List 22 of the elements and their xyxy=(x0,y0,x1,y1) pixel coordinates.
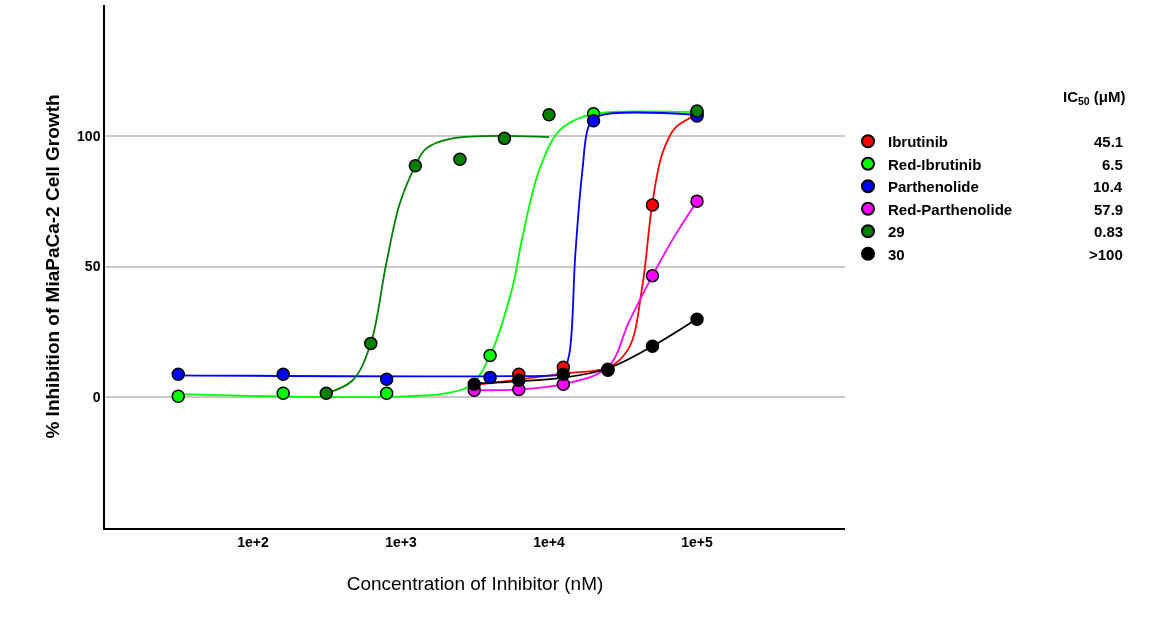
x-tick-label: 1e+2 xyxy=(237,533,269,550)
y-tick-label: 0 xyxy=(92,389,101,406)
text: 45.1 xyxy=(1094,133,1124,150)
legend-title: IC$_{50}$ (μM) xyxy=(1063,88,1126,108)
legend-label: Parthenolide xyxy=(888,178,979,196)
legend-label: Ibrutinib xyxy=(888,133,948,151)
text: 0.83 xyxy=(1094,223,1124,240)
text: 57.9 xyxy=(1094,201,1124,218)
x-tick-label: 1e+5 xyxy=(681,533,713,550)
y-tick-label: 50 xyxy=(84,258,101,275)
legend-label: 29 xyxy=(888,223,905,241)
y-tick-label: 100 xyxy=(77,127,101,144)
legend-label: 30 xyxy=(888,245,905,263)
x-tick-label: 1e+3 xyxy=(385,533,417,550)
x-axis-title: Concentration of Inhibitor (nM) xyxy=(346,572,604,594)
text: 10.4 xyxy=(1093,178,1123,195)
text: >100 xyxy=(1089,246,1123,263)
legend-label: Red-Ibrutinib xyxy=(888,155,982,173)
legend-label: Red-Parthenolide xyxy=(888,200,1013,218)
text: 6.5 xyxy=(1102,156,1123,173)
y-axis-title: % Inhibition of MiaPaCa-2 Cell Growth xyxy=(42,94,64,439)
x-tick-label: 1e+4 xyxy=(533,533,565,550)
